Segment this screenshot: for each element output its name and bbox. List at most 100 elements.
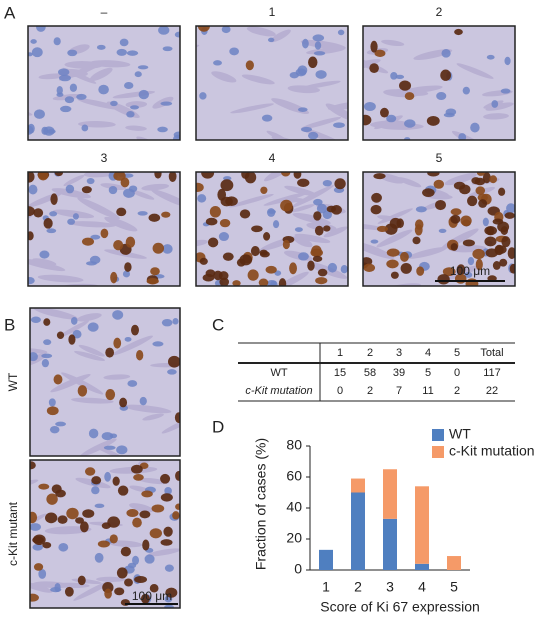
- nucleus-brown: [160, 493, 173, 502]
- fiber: [104, 216, 138, 232]
- nucleus-blue: [64, 96, 75, 104]
- nucleus-brown: [113, 239, 124, 251]
- nucleus-blue: [436, 91, 447, 101]
- legend-label: WT: [449, 426, 471, 442]
- panel-label: C: [212, 315, 224, 334]
- nucleus-brown: [450, 208, 462, 216]
- nucleus-brown: [30, 593, 39, 602]
- nucleus-brown: [119, 397, 128, 408]
- nucleus-brown: [116, 207, 127, 217]
- frame: [27, 25, 181, 141]
- fiber: [228, 193, 274, 208]
- nucleus-brown: [219, 218, 231, 228]
- nucleus-brown: [370, 40, 378, 53]
- fiber: [138, 460, 159, 466]
- nucleus-blue: [130, 105, 140, 110]
- image-label: 2: [436, 5, 443, 19]
- frame: [195, 171, 349, 287]
- nucleus-blue: [370, 239, 379, 244]
- table-cell: 22: [486, 385, 498, 397]
- nucleus-blue: [337, 29, 345, 36]
- nucleus-blue: [386, 114, 397, 123]
- nucleus-brown: [205, 217, 218, 226]
- nucleus-brown: [33, 208, 44, 218]
- y-tick-label: 0: [294, 561, 302, 577]
- nucleus-brown: [197, 26, 210, 32]
- fiber: [485, 102, 514, 111]
- nucleus-blue: [308, 131, 319, 140]
- nucleus-blue: [415, 206, 427, 213]
- fiber: [76, 313, 102, 322]
- nucleus-blue: [160, 101, 173, 106]
- nucleus-blue: [28, 52, 33, 57]
- nucleus-blue: [134, 71, 142, 78]
- nucleus-brown: [120, 546, 131, 557]
- micrograph: [195, 171, 349, 287]
- micrograph-content: [28, 26, 180, 140]
- nucleus-blue: [36, 26, 46, 32]
- fiber: [270, 29, 291, 43]
- nucleus-brown: [509, 263, 515, 274]
- micrograph: [27, 25, 181, 141]
- nucleus-brown: [43, 318, 51, 326]
- nucleus-brown: [504, 212, 515, 219]
- nucleus-brown: [386, 259, 399, 269]
- nucleus-brown: [42, 541, 52, 549]
- nucleus-brown: [104, 588, 112, 599]
- nucleus-brown: [293, 172, 302, 179]
- nucleus-brown: [84, 467, 96, 476]
- nucleus-brown: [207, 237, 219, 248]
- nucleus-brown: [251, 225, 263, 233]
- image-label: 3: [101, 151, 108, 165]
- nucleus-brown: [45, 512, 58, 524]
- nucleus-blue: [218, 232, 230, 242]
- row-label: c-Kit mutant: [6, 501, 20, 566]
- nucleus-brown: [380, 107, 389, 118]
- nucleus-brown: [97, 540, 110, 548]
- fiber: [142, 413, 164, 421]
- nucleus-brown: [400, 251, 409, 262]
- frame: [362, 25, 516, 141]
- nucleus-blue: [158, 26, 170, 35]
- nucleus-brown: [33, 563, 44, 571]
- bar-segment: [447, 556, 461, 570]
- nucleus-brown: [484, 236, 497, 247]
- image-label: 5: [436, 151, 443, 165]
- nucleus-blue: [28, 123, 35, 134]
- nucleus-brown: [489, 175, 498, 184]
- nucleus-brown: [310, 248, 323, 257]
- nucleus-brown: [414, 224, 423, 236]
- nucleus-brown: [209, 205, 221, 218]
- nucleus-brown: [132, 517, 142, 528]
- image-label: –: [101, 5, 108, 19]
- fiber: [112, 335, 154, 356]
- nucleus-blue: [464, 272, 473, 278]
- nucleus-brown: [278, 278, 287, 286]
- nucleus-blue: [126, 50, 139, 56]
- nucleus-brown: [263, 232, 271, 241]
- fiber: [124, 404, 172, 414]
- nucleus-brown: [217, 188, 227, 201]
- y-tick-label: 20: [286, 530, 302, 546]
- nucleus-brown: [175, 470, 180, 481]
- fiber: [407, 247, 447, 259]
- nucleus-blue: [266, 208, 276, 217]
- fiber: [44, 526, 92, 535]
- nucleus-brown: [475, 186, 486, 195]
- nucleus-blue: [333, 122, 345, 128]
- nucleus-blue: [438, 228, 447, 234]
- nucleus-brown: [152, 242, 165, 254]
- fiber: [61, 372, 104, 395]
- micrograph: [195, 25, 349, 141]
- nucleus-blue: [119, 38, 129, 47]
- fiber: [356, 140, 382, 149]
- nucleus-brown: [498, 187, 506, 196]
- nucleus-brown: [50, 193, 58, 205]
- fiber: [230, 103, 274, 114]
- nucleus-blue: [96, 44, 106, 50]
- frame: [27, 171, 181, 287]
- fiber: [161, 418, 180, 434]
- nucleus-brown: [450, 243, 458, 251]
- nucleus-brown: [201, 172, 215, 179]
